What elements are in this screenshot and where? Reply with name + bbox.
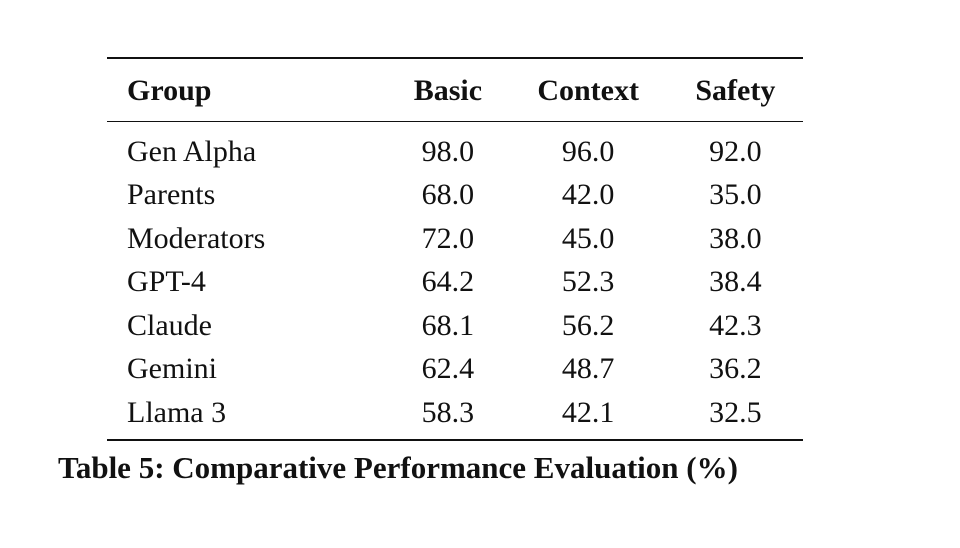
basic-cell: 64.2 [421,265,475,299]
table-row: Gemini 62.4 48.7 36.2 [107,348,803,392]
header-safety: Safety [695,74,776,107]
group-cell: Parents [127,178,216,212]
header-basic: Basic [413,74,483,107]
safety-cell: 38.4 [709,265,762,299]
table-row: Parents 68.0 42.0 35.0 [107,174,803,218]
context-cell: 42.1 [561,395,615,429]
basic-cell: 68.1 [421,308,475,342]
header-row: Group Basic Context Safety [107,58,803,122]
group-cell: Llama 3 [127,395,227,429]
safety-cell: 92.0 [709,134,762,168]
header-context: Context [537,74,639,107]
context-cell: 52.3 [561,265,615,299]
context-cell: 48.7 [561,352,615,386]
safety-cell: 36.2 [709,352,762,386]
basic-cell: 62.4 [421,352,475,386]
safety-cell: 32.5 [709,395,762,429]
performance-table: Group Basic Context Safety Gen Alpha 98.… [107,57,803,441]
safety-cell: 38.0 [709,221,762,255]
basic-cell: 98.0 [421,134,475,168]
performance-table-container: Group Basic Context Safety Gen Alpha 98.… [107,57,803,441]
group-cell: GPT-4 [127,265,206,299]
table-row: Claude 68.1 56.2 42.3 [107,304,803,348]
context-cell: 45.0 [561,221,615,255]
table-caption: Table 5: Comparative Performance Evaluat… [58,450,738,485]
context-cell: 96.0 [561,134,615,168]
group-cell: Moderators [127,221,266,255]
table-row: GPT-4 64.2 52.3 38.4 [107,261,803,305]
basic-cell: 68.0 [421,178,475,212]
group-cell: Gen Alpha [127,134,257,168]
group-cell: Gemini [127,352,217,386]
safety-cell: 42.3 [709,308,762,342]
table-row: Moderators 72.0 45.0 38.0 [107,217,803,261]
table-row: Llama 3 58.3 42.1 32.5 [107,391,803,440]
safety-cell: 35.0 [709,178,762,212]
basic-cell: 58.3 [421,395,475,429]
context-cell: 42.0 [561,178,615,212]
group-cell: Claude [127,308,212,342]
basic-cell: 72.0 [421,221,475,255]
header-group: Group [127,74,212,107]
context-cell: 56.2 [561,308,615,342]
table-row: Gen Alpha 98.0 96.0 92.0 [107,122,803,174]
